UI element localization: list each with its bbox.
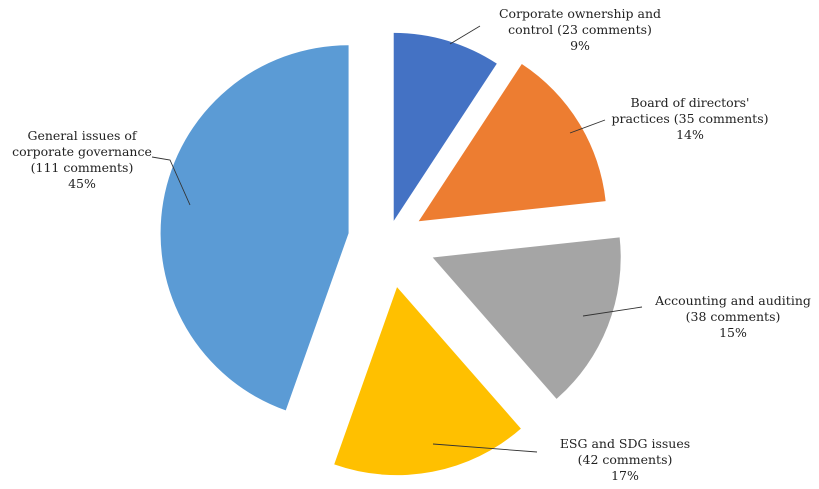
pie-slice-esg-and-sdg-issues [334,287,521,476]
slice-label-line: Accounting and auditing [654,293,811,308]
leader-line-accounting-and-auditing [582,306,643,317]
slice-label-line: Corporate ownership and [499,6,661,21]
slice-label-line: control (23 comments) [508,22,652,37]
pie-slice-corporate-ownership-and-control [393,32,497,221]
slice-label-line: Board of directors' [631,95,750,110]
leader-line-board-of-directors-practices [569,119,606,134]
slice-label-line: 17% [611,468,639,483]
slice-label-line: 14% [676,127,704,142]
slice-label-line: 9% [570,38,590,53]
slice-label-board-of-directors-practices: Board of directors' practices (35 comment… [612,95,769,142]
leader-line-general-issues-of-corporate-governance [151,156,191,206]
slice-label-corporate-ownership-and-control: Corporate ownership and control (23 comme… [499,6,661,53]
pie-slice-board-of-directors-practices [418,64,606,222]
slice-label-line: practices (35 comments) [612,111,769,126]
slice-label-line: (42 comments) [578,452,673,467]
slice-label-line: (38 comments) [686,309,781,324]
slice-label-line: 45% [68,176,96,191]
slice-label-general-issues-of-corporate-governance: General issues of corporate governance (11… [12,128,152,191]
pie-slice-accounting-and-auditing [432,237,621,399]
slice-label-line: corporate governance [12,144,152,159]
pie-slice-general-issues-of-corporate-governance [160,45,349,411]
slice-label-line: 15% [719,325,747,340]
slice-label-line: ESG and SDG issues [560,436,690,451]
slice-label-line: General issues of [27,128,137,143]
slice-label-line: (111 comments) [31,160,134,175]
leader-line-corporate-ownership-and-control [449,25,481,45]
slice-label-accounting-and-auditing: Accounting and auditing (38 comments) 15% [654,293,811,340]
leader-line-esg-and-sdg-issues [432,443,538,453]
slice-label-esg-and-sdg-issues: ESG and SDG issues (42 comments) 17% [560,436,690,483]
